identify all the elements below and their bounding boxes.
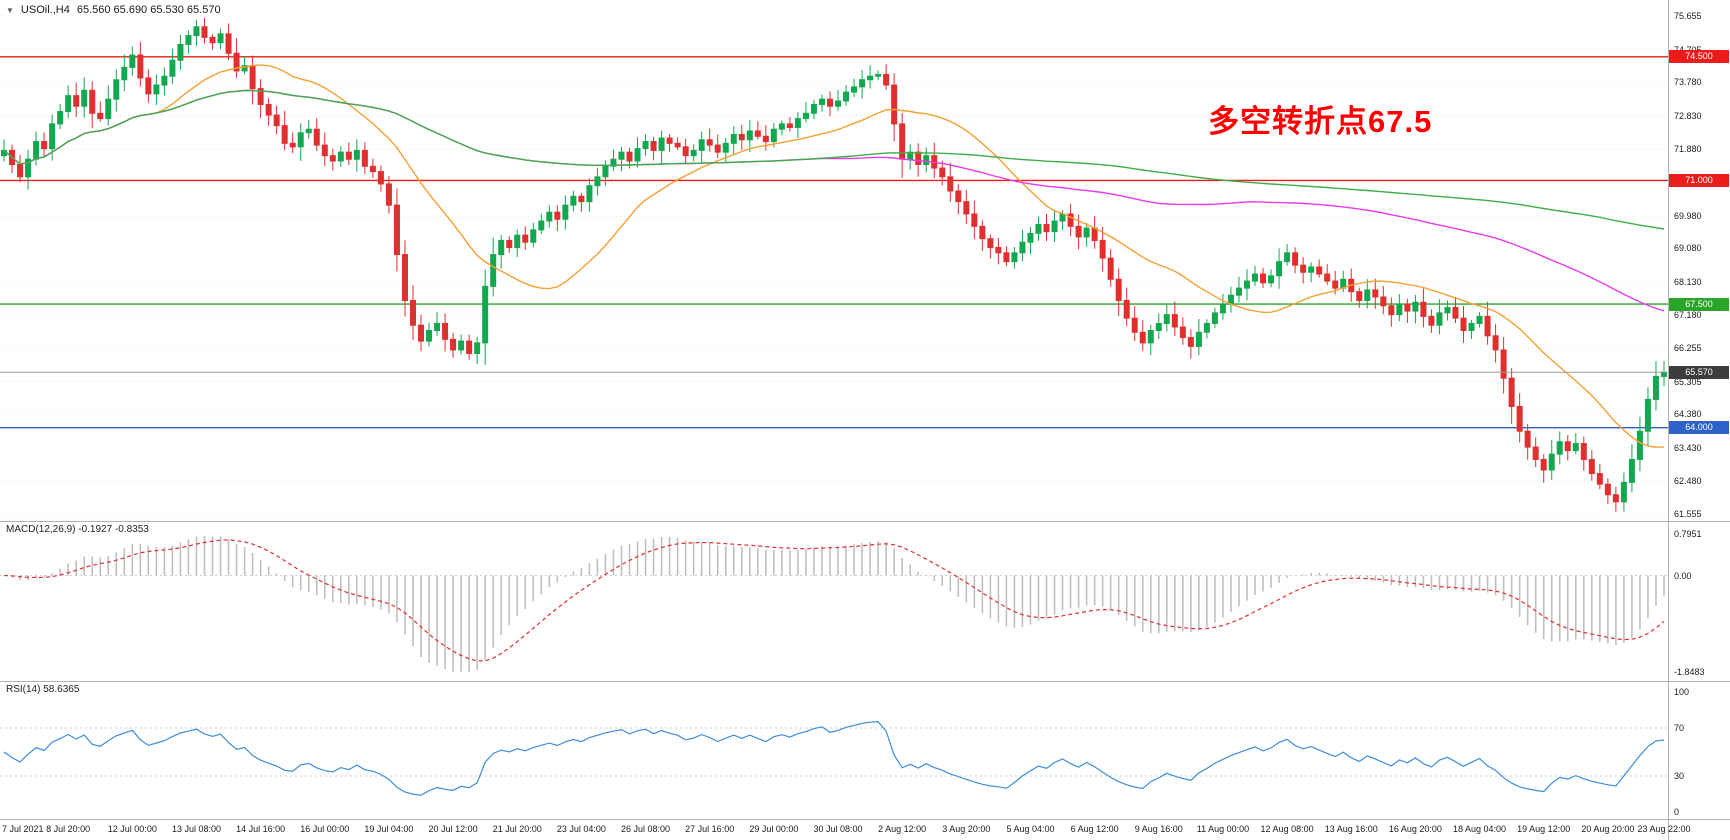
rsi-panel [0,720,1668,796]
macd-indicator-label: MACD(12,26,9) -0.1927 -0.8353 [6,524,149,535]
symbol-dropdown-icon[interactable]: ▼ [6,5,14,15]
rsi-indicator-label: RSI(14) 58.6365 [6,684,80,695]
macd-panel [0,535,1668,672]
ohlc-values: 65.560 65.690 65.530 65.570 [76,4,221,16]
symbol-period-label: USOil.,H4 [20,4,70,16]
moving-averages [3,64,1665,448]
candles-layer [1,17,1667,512]
annotation-text: 多空转折点67.5 [1208,104,1433,139]
horizontal-lines [0,56,1668,429]
chart-header: ▼ USOil.,H4 65.560 65.690 65.530 65.570 [6,4,221,16]
